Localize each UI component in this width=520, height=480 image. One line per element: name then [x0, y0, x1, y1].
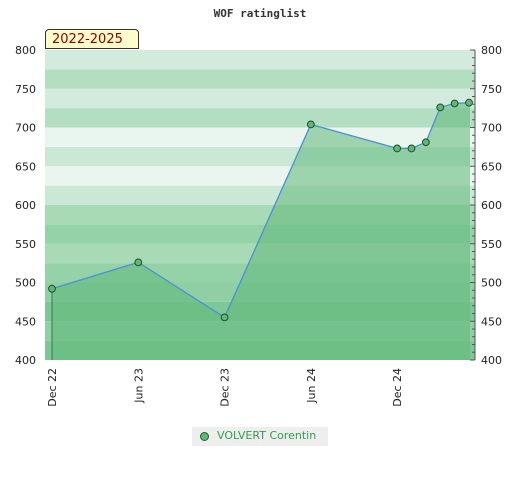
data-point [220, 313, 229, 322]
data-points [48, 98, 473, 322]
y-tick-label-right: 600 [481, 199, 502, 212]
x-tick-label: Dec 23 [219, 368, 232, 407]
y-tick-label-right: 550 [481, 238, 502, 251]
x-tick-label: Dec 22 [46, 368, 59, 407]
band [45, 69, 475, 89]
y-tick-label-right: 750 [481, 83, 502, 96]
data-point [450, 99, 459, 108]
data-point [407, 144, 416, 153]
series-area [52, 102, 470, 360]
y-tick-label: 600 [15, 199, 36, 212]
x-tick-label: Dec 24 [391, 368, 404, 407]
data-point [393, 144, 402, 153]
y-tick-label: 650 [15, 160, 36, 173]
y-tick-label: 750 [15, 83, 36, 96]
data-point [465, 98, 473, 107]
y-tick-label-right: 700 [481, 122, 502, 135]
y-tick-label: 800 [15, 44, 36, 57]
data-point [421, 138, 430, 147]
band [45, 50, 475, 70]
band [45, 88, 475, 109]
legend-marker [200, 432, 209, 441]
legend: VOLVERT Corentin [192, 427, 328, 446]
y-tick-label-right: 450 [481, 315, 502, 328]
x-axis: Dec 22 Jun 23 Dec 23 Jun 24 Dec 24 [46, 368, 404, 407]
series-line [51, 102, 470, 319]
y-axis-right: 400 450 500 550 600 650 700 750 800 [470, 44, 502, 367]
data-point [436, 103, 445, 112]
y-tick-label-right: 800 [481, 44, 502, 57]
data-point [134, 258, 143, 267]
y-axis-left: 400 450 500 550 600 650 700 750 800 [15, 44, 36, 367]
period-badge-text: 2022-2025 [52, 32, 123, 47]
y-tick-label: 400 [15, 354, 36, 367]
y-tick-label: 450 [15, 315, 36, 328]
y-tick-label: 550 [15, 238, 36, 251]
data-point [306, 120, 315, 129]
y-tick-label-right: 500 [481, 277, 502, 290]
y-tick-label: 700 [15, 122, 36, 135]
period-badge: 2022-2025 [45, 29, 139, 49]
x-tick-label: Jun 24 [305, 368, 318, 404]
data-point [48, 284, 56, 293]
chart-title: WOF ratinglist [214, 7, 307, 20]
area-fill [51, 102, 470, 360]
y-tick-label: 500 [15, 277, 36, 290]
y-tick-label-right: 650 [481, 160, 502, 173]
x-tick-label: Jun 23 [132, 368, 145, 404]
series-polyline [51, 102, 470, 319]
y-tick-label-right: 400 [481, 354, 502, 367]
legend-label: VOLVERT Corentin [217, 429, 317, 442]
band [45, 108, 475, 128]
band [45, 127, 475, 147]
